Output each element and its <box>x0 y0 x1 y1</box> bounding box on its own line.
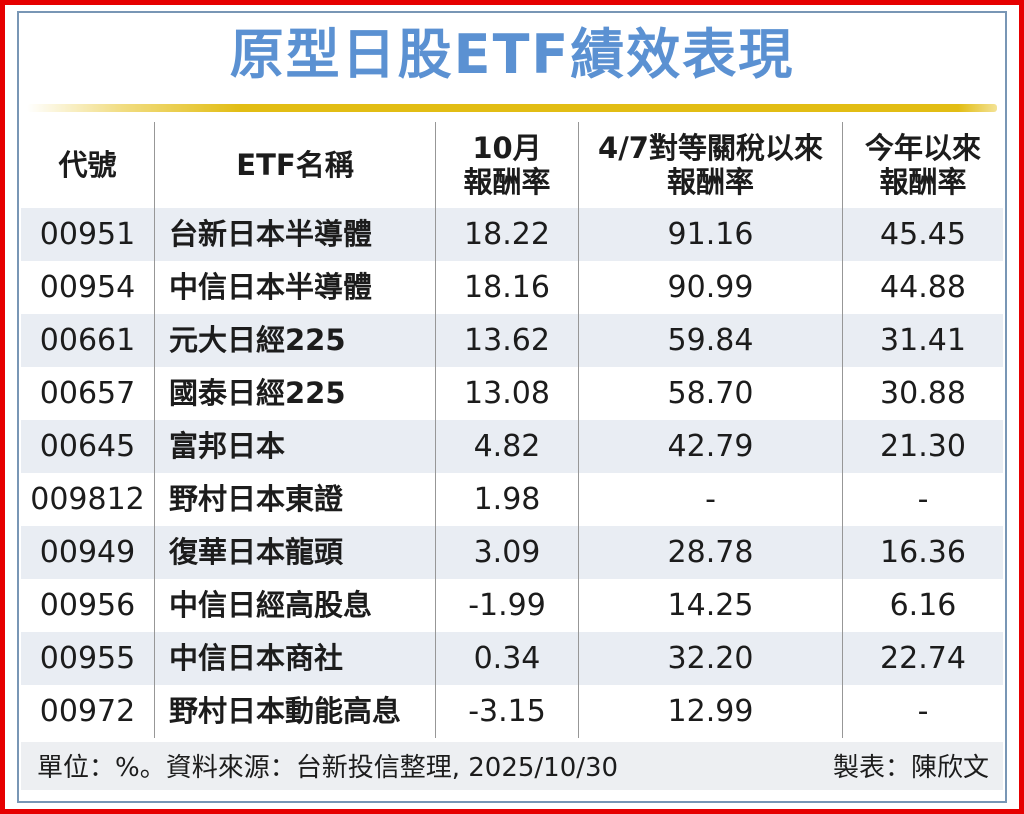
source-note: 單位：%。資料來源：台新投信整理, 2025/10/30 <box>37 753 619 784</box>
ytd-return-value: - <box>917 481 929 517</box>
since-tariff-return-value: 42.79 <box>579 419 843 473</box>
etf-name: 元大日經225 <box>155 313 436 367</box>
table-row: 009812 野村日本東證 1.98 - - <box>21 472 1003 526</box>
author-credit: 製表：陳欣文 <box>832 753 989 784</box>
since-tariff-return-value: 91.16 <box>579 207 843 261</box>
since-tariff-return-value: 32.20 <box>579 631 843 685</box>
since-tariff-return-value: 90.99 <box>579 260 843 314</box>
october-return-value: 18.22 <box>436 207 579 261</box>
since-tariff-return-value: 58.70 <box>579 366 843 420</box>
october-return-value: 4.82 <box>436 419 579 473</box>
since-tariff-return-value: 14.25 <box>579 578 843 632</box>
ytd-return-value: 30.88 <box>880 375 966 411</box>
since-tariff-return-value: 28.78 <box>579 525 843 579</box>
table-row: 00972 野村日本動能高息 -3.15 12.99 - <box>21 684 1003 738</box>
header-since-tariff-return: 4/7對等關稅以來 報酬率 <box>579 121 843 208</box>
etf-name: 台新日本半導體 <box>155 207 436 261</box>
header-etf-name: ETF名稱 <box>155 121 436 208</box>
etf-name: 中信日本半導體 <box>155 260 436 314</box>
table-row: 00661 元大日經225 13.62 59.84 31.41 <box>21 313 1003 367</box>
october-return-value: 0.34 <box>436 631 579 685</box>
ytd-return-value: 22.74 <box>880 640 966 676</box>
page-title: 原型日股ETF績效表現 <box>229 23 795 86</box>
table-row: 00645 富邦日本 4.82 42.79 21.30 <box>21 419 1003 473</box>
etf-code: 00951 <box>21 207 155 261</box>
header-october-return: 10月 報酬率 <box>436 121 579 208</box>
etf-code: 00645 <box>21 419 155 473</box>
table-row: 00657 國泰日經225 13.08 58.70 30.88 <box>21 366 1003 420</box>
since-tariff-return-value: 59.84 <box>579 313 843 367</box>
since-tariff-return-value: - <box>579 472 843 526</box>
header-etf-name-label: ETF名稱 <box>236 147 354 182</box>
ytd-return-value: - <box>917 693 929 729</box>
table-header-row: 代號 ETF名稱 10月 報酬率 4/7對等關稅以來 報酬率 今年以來 報酬率 <box>21 121 1003 208</box>
etf-code: 00954 <box>21 260 155 314</box>
ytd-return-value: 31.41 <box>880 322 966 358</box>
october-return-value: 13.62 <box>436 313 579 367</box>
header-since-tariff-return-line2: 報酬率 <box>666 164 754 199</box>
etf-code: 00949 <box>21 525 155 579</box>
table-row: 00954 中信日本半導體 18.16 90.99 44.88 <box>21 260 1003 314</box>
etf-name: 野村日本動能高息 <box>155 684 436 738</box>
october-return-value: 1.98 <box>436 472 579 526</box>
footer-bar: 單位：%。資料來源：台新投信整理, 2025/10/30 製表：陳欣文 <box>21 741 1003 790</box>
etf-code: 009812 <box>21 472 155 526</box>
october-return-value: -1.99 <box>436 578 579 632</box>
header-ytd-return-line1: 今年以來 <box>864 130 981 165</box>
etf-code: 00661 <box>21 313 155 367</box>
etf-name: 中信日本商社 <box>155 631 436 685</box>
ytd-return-value: 16.36 <box>880 534 966 570</box>
etf-name: 中信日經高股息 <box>155 578 436 632</box>
etf-name: 國泰日經225 <box>155 366 436 420</box>
etf-code: 00956 <box>21 578 155 632</box>
since-tariff-return-value: 12.99 <box>579 684 843 738</box>
october-return-value: 13.08 <box>436 366 579 420</box>
header-october-return-line2: 報酬率 <box>463 164 551 199</box>
ytd-return-value: 6.16 <box>889 587 957 623</box>
october-return-value: 3.09 <box>436 525 579 579</box>
etf-code: 00955 <box>21 631 155 685</box>
ytd-return-value: 44.88 <box>880 269 966 305</box>
table-row: 00951 台新日本半導體 18.22 91.16 45.45 <box>21 207 1003 261</box>
table-row: 00955 中信日本商社 0.34 32.20 22.74 <box>21 631 1003 685</box>
etf-name: 野村日本東證 <box>155 472 436 526</box>
ytd-return-value: 45.45 <box>880 216 966 252</box>
header-code-label: 代號 <box>58 147 117 182</box>
etf-performance-table: 代號 ETF名稱 10月 報酬率 4/7對等關稅以來 報酬率 今年以來 報酬率 <box>21 121 1003 738</box>
header-october-return-line1: 10月 <box>472 130 542 165</box>
etf-name: 復華日本龍頭 <box>155 525 436 579</box>
header-since-tariff-return-line1: 4/7對等關稅以來 <box>598 130 823 165</box>
header-ytd-return-line2: 報酬率 <box>879 164 967 199</box>
etf-name: 富邦日本 <box>155 419 436 473</box>
ytd-return-value: 21.30 <box>880 428 966 464</box>
october-return-value: 18.16 <box>436 260 579 314</box>
header-code: 代號 <box>21 121 155 208</box>
table-row: 00949 復華日本龍頭 3.09 28.78 16.36 <box>21 525 1003 579</box>
table-row: 00956 中信日經高股息 -1.99 14.25 6.16 <box>21 578 1003 632</box>
header-ytd-return: 今年以來 報酬率 <box>843 122 1003 208</box>
title-underline-rule <box>27 103 997 112</box>
content-box: 原型日股ETF績效表現 代號 ETF名稱 10月 報酬率 4/7對等關稅以來 報… <box>17 11 1007 803</box>
etf-code: 00972 <box>21 684 155 738</box>
october-return-value: -3.15 <box>436 684 579 738</box>
etf-code: 00657 <box>21 366 155 420</box>
